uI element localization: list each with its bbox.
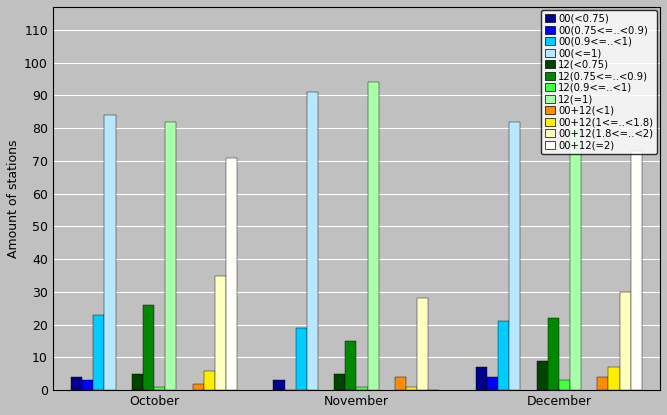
Bar xyxy=(193,383,203,390)
Bar xyxy=(215,276,226,390)
Bar xyxy=(498,321,510,390)
Bar xyxy=(406,387,417,390)
Bar xyxy=(295,328,307,390)
Bar xyxy=(334,374,346,390)
Bar xyxy=(203,371,215,390)
Bar xyxy=(307,92,318,390)
Bar xyxy=(598,377,608,390)
Bar xyxy=(154,387,165,390)
Bar xyxy=(487,377,498,390)
Bar xyxy=(226,158,237,390)
Bar xyxy=(608,367,620,390)
Bar xyxy=(165,122,176,390)
Bar xyxy=(510,122,520,390)
Bar xyxy=(93,315,105,390)
Legend: 00(<0.75), 00(0.75<=..<0.9), 00(0.9<=..<1), 00(<=1), 12(<0.75), 12(0.75<=..<0.9): 00(<0.75), 00(0.75<=..<0.9), 00(0.9<=..<… xyxy=(541,10,657,154)
Bar xyxy=(536,361,548,390)
Bar xyxy=(548,318,559,390)
Bar xyxy=(346,341,356,390)
Bar xyxy=(132,374,143,390)
Bar xyxy=(368,82,379,390)
Bar xyxy=(476,367,487,390)
Bar xyxy=(570,125,581,390)
Bar xyxy=(105,115,115,390)
Bar xyxy=(395,377,406,390)
Bar xyxy=(559,381,570,390)
Bar xyxy=(82,381,93,390)
Bar xyxy=(417,298,428,390)
Bar xyxy=(631,151,642,390)
Bar xyxy=(356,387,368,390)
Bar xyxy=(273,381,285,390)
Bar xyxy=(71,377,82,390)
Bar xyxy=(620,292,631,390)
Y-axis label: Amount of stations: Amount of stations xyxy=(7,139,20,258)
Bar xyxy=(143,305,154,390)
